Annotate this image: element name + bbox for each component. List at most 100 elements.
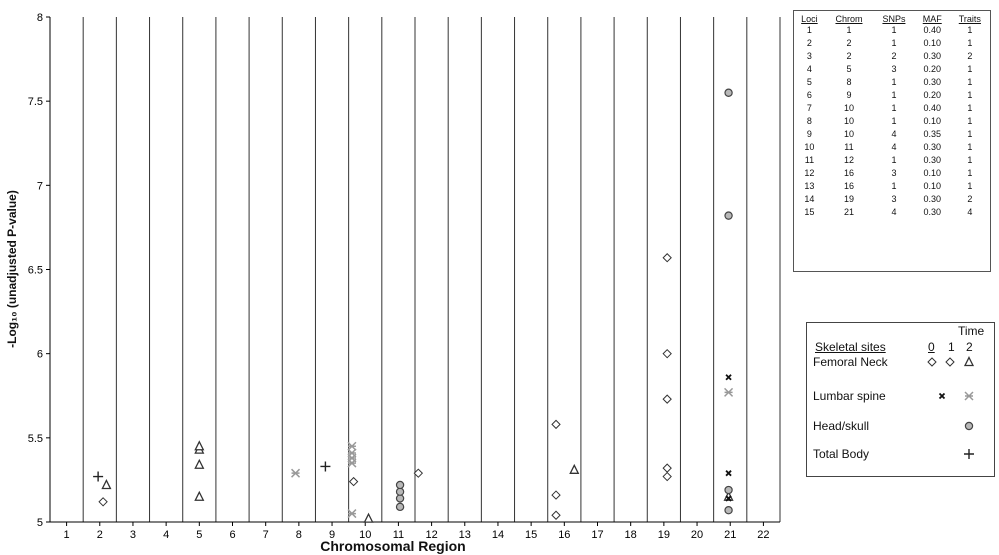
loci-cell: 0.30 bbox=[923, 207, 941, 217]
y-tick-label: 7 bbox=[37, 180, 43, 192]
loci-cell: 1 bbox=[967, 103, 973, 113]
loci-cell: 0.40 bbox=[923, 103, 941, 113]
diamond-marker bbox=[662, 253, 672, 263]
data-point bbox=[347, 509, 357, 519]
x-tick-label: 3 bbox=[130, 529, 136, 541]
diamond-marker bbox=[551, 419, 561, 430]
loci-cell: 0.10 bbox=[923, 181, 941, 191]
x-tick-label: 1 bbox=[64, 529, 70, 541]
triangle-marker bbox=[101, 479, 112, 490]
diamond-marker bbox=[662, 471, 672, 482]
tick-layer: 55.566.577.581 2 3 4 5 6 7 8 9 10 11 12 13 14 15 16 17 18… bbox=[28, 12, 770, 541]
loci-cell: 9 bbox=[806, 129, 812, 139]
table-row: 1 1 1 0.40 1 bbox=[794, 24, 990, 37]
data-point bbox=[725, 495, 732, 502]
data-point bbox=[347, 441, 357, 451]
x-tick-label: 19 bbox=[658, 529, 670, 541]
loci-table: Loci Chrom SNPs MAF Traits 1 1 1 0.40 1 2 2 1 0.10 1 3… bbox=[794, 14, 990, 219]
data-point bbox=[662, 348, 672, 359]
plus-marker bbox=[320, 461, 331, 472]
loci-cell: 16 bbox=[843, 181, 854, 191]
diamond-marker bbox=[662, 463, 672, 473]
table-row: 6 9 1 0.20 1 bbox=[794, 89, 990, 102]
circle-marker bbox=[395, 480, 405, 490]
data-point bbox=[194, 440, 205, 451]
loci-cell: 21 bbox=[843, 207, 854, 217]
loci-cell: 11 bbox=[804, 155, 815, 165]
loci-cell: 4 bbox=[891, 142, 897, 152]
loci-cell: 1 bbox=[891, 90, 897, 100]
data-point bbox=[320, 461, 331, 472]
legend-time-1: 1 bbox=[948, 340, 955, 354]
data-point bbox=[964, 421, 974, 431]
x-tick-label: 13 bbox=[459, 529, 471, 541]
asterisk-marker bbox=[724, 387, 734, 397]
loci-cell: 8 bbox=[806, 116, 812, 126]
loci-cell: 3 bbox=[891, 64, 897, 74]
loci-cell: 1 bbox=[846, 25, 852, 35]
x-marker bbox=[938, 392, 946, 400]
loci-header-cell: SNPs bbox=[882, 14, 906, 24]
asterisk-marker bbox=[347, 441, 357, 451]
x-tick-label: 17 bbox=[591, 529, 603, 541]
data-point bbox=[395, 487, 405, 496]
data-point bbox=[724, 485, 733, 495]
loci-cell: 1 bbox=[967, 38, 973, 48]
legend: Time Skeletal sites 0 1 2 Femoral Neck L… bbox=[806, 322, 995, 477]
legend-label-femoral-neck: Femoral Neck bbox=[813, 355, 888, 369]
data-point bbox=[964, 449, 974, 459]
table-row: 13 16 1 0.10 1 bbox=[794, 180, 990, 193]
y-tick-label: 5.5 bbox=[28, 433, 43, 445]
circle-marker bbox=[724, 88, 733, 97]
loci-cell: 2 bbox=[806, 38, 812, 48]
asterisk-marker bbox=[291, 468, 301, 478]
loci-cell: 2 bbox=[967, 194, 973, 204]
diamond-marker bbox=[413, 468, 424, 478]
asterisk-marker bbox=[347, 448, 357, 458]
loci-cell: 1 bbox=[967, 129, 973, 139]
x-tick-label: 10 bbox=[359, 529, 371, 541]
data-point bbox=[725, 470, 732, 477]
diamond-marker bbox=[927, 357, 937, 367]
loci-cell: 1 bbox=[891, 77, 897, 87]
table-row: 9 10 4 0.35 1 bbox=[794, 128, 990, 141]
loci-cell: 1 bbox=[967, 116, 973, 126]
legend-time-0: 0 bbox=[928, 340, 935, 354]
x-tick-label: 15 bbox=[525, 529, 537, 541]
data-point bbox=[938, 392, 946, 400]
data-point bbox=[93, 471, 104, 482]
loci-cell: 2 bbox=[846, 38, 852, 48]
data-point bbox=[98, 497, 108, 507]
x-tick-label: 20 bbox=[691, 529, 703, 541]
grid-layer bbox=[49, 17, 781, 523]
loci-cell: 1 bbox=[967, 155, 973, 165]
loci-cell: 1 bbox=[967, 181, 973, 191]
loci-cell: 4 bbox=[806, 64, 812, 74]
circle-marker bbox=[724, 211, 733, 220]
data-point bbox=[551, 419, 561, 430]
data-point bbox=[194, 458, 205, 469]
loci-cell: 4 bbox=[891, 129, 897, 139]
legend-sites-label: Skeletal sites bbox=[815, 340, 886, 354]
data-point bbox=[348, 476, 359, 487]
loci-cell: 8 bbox=[846, 77, 852, 87]
loci-cell: 9 bbox=[846, 90, 852, 100]
y-tick-label: 8 bbox=[37, 12, 43, 24]
loci-cell: 7 bbox=[806, 103, 812, 113]
table-row: 12 16 3 0.10 1 bbox=[794, 167, 990, 180]
data-point bbox=[662, 253, 672, 263]
loci-cell: 12 bbox=[843, 155, 854, 165]
x-tick-label: 22 bbox=[757, 529, 769, 541]
loci-cell: 1 bbox=[967, 90, 973, 100]
data-point bbox=[927, 357, 937, 367]
table-row: 7 10 1 0.40 1 bbox=[794, 102, 990, 115]
loci-table-header: Loci Chrom SNPs MAF Traits bbox=[794, 14, 990, 24]
loci-cell: 1 bbox=[967, 64, 973, 74]
data-point bbox=[395, 480, 405, 490]
plus-marker bbox=[964, 449, 974, 459]
x-tick-label: 21 bbox=[724, 529, 736, 541]
diamond-marker bbox=[551, 490, 561, 500]
loci-header-cell: Traits bbox=[958, 14, 981, 24]
loci-header-cell: MAF bbox=[922, 14, 942, 24]
